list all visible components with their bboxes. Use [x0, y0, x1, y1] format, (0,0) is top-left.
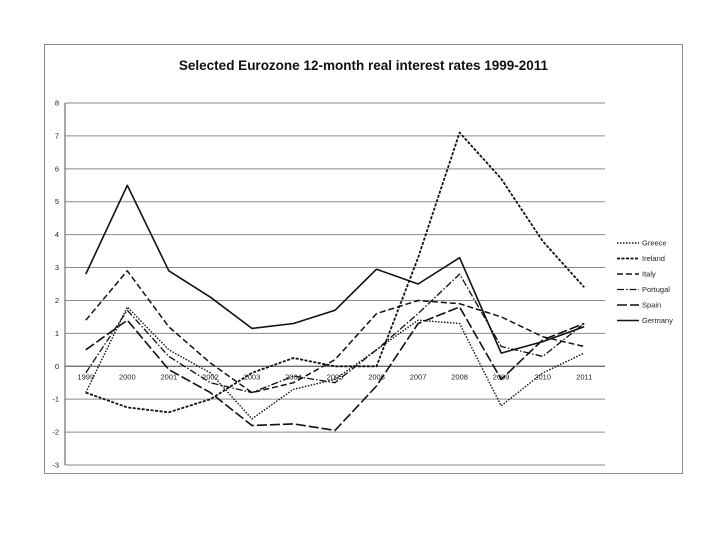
- y-tick-label: -2: [52, 428, 59, 437]
- legend-label-spain: Spain: [642, 301, 661, 310]
- x-tick-label: 2001: [161, 372, 178, 381]
- x-tick-label: 2004: [285, 372, 302, 381]
- series-line-germany: [85, 184, 585, 354]
- y-tick-label: 8: [55, 99, 59, 108]
- gridlines: [65, 102, 605, 466]
- legend: Greece Ireland Italy Portugal Spain Germany: [617, 239, 673, 325]
- x-tick-label: 2011: [576, 372, 592, 381]
- series-line-spain: [85, 306, 585, 432]
- x-tick-label: 2003: [244, 372, 261, 381]
- series-line-portugal: [85, 273, 585, 394]
- x-tick-label: 2008: [451, 372, 468, 381]
- series-lines: [85, 131, 585, 432]
- chart-frame: Selected Eurozone 12-month real interest…: [44, 44, 683, 474]
- y-tick-label: 0: [55, 362, 59, 371]
- legend-label-ireland: Ireland: [642, 254, 665, 263]
- y-tick-label: 4: [55, 230, 59, 239]
- y-tick-label: -1: [52, 395, 59, 404]
- axes: [64, 103, 605, 465]
- x-tick-label: 2007: [410, 372, 427, 381]
- y-tick-label: 5: [55, 197, 59, 206]
- x-tick-label: 1999: [77, 372, 94, 381]
- x-tick-label: 2010: [534, 372, 551, 381]
- legend-label-italy: Italy: [642, 270, 656, 279]
- y-tick-labels: -3 -2 -1 0 1 2 3 4 5 6 7 8: [52, 99, 59, 470]
- legend-label-portugal: Portugal: [642, 285, 670, 294]
- series-line-ireland: [85, 131, 585, 414]
- x-tick-label: 2009: [493, 372, 510, 381]
- x-tick-label: 2002: [202, 372, 219, 381]
- line-chart: -3 -2 -1 0 1 2 3 4 5 6 7 8 1999 2000 2001 2002 2003 2004…: [52, 99, 673, 470]
- y-tick-label: -3: [52, 461, 59, 470]
- x-tick-label: 2005: [327, 372, 344, 381]
- y-tick-label: 2: [55, 296, 59, 305]
- y-tick-label: 1: [55, 329, 59, 338]
- y-tick-label: 3: [55, 263, 59, 272]
- y-tick-label: 7: [55, 131, 59, 140]
- y-tick-label: 6: [55, 164, 59, 173]
- legend-label-greece: Greece: [642, 239, 667, 248]
- series-line-greece: [85, 306, 585, 420]
- chart-title: Selected Eurozone 12-month real interest…: [178, 58, 549, 73]
- x-tick-labels: 1999 2000 2001 2002 2003 2004 2005 2006 2007 2008…: [77, 372, 592, 381]
- legend-label-germany: Germany: [642, 316, 673, 325]
- x-tick-label: 2000: [119, 372, 136, 381]
- x-tick-label: 2006: [368, 372, 385, 381]
